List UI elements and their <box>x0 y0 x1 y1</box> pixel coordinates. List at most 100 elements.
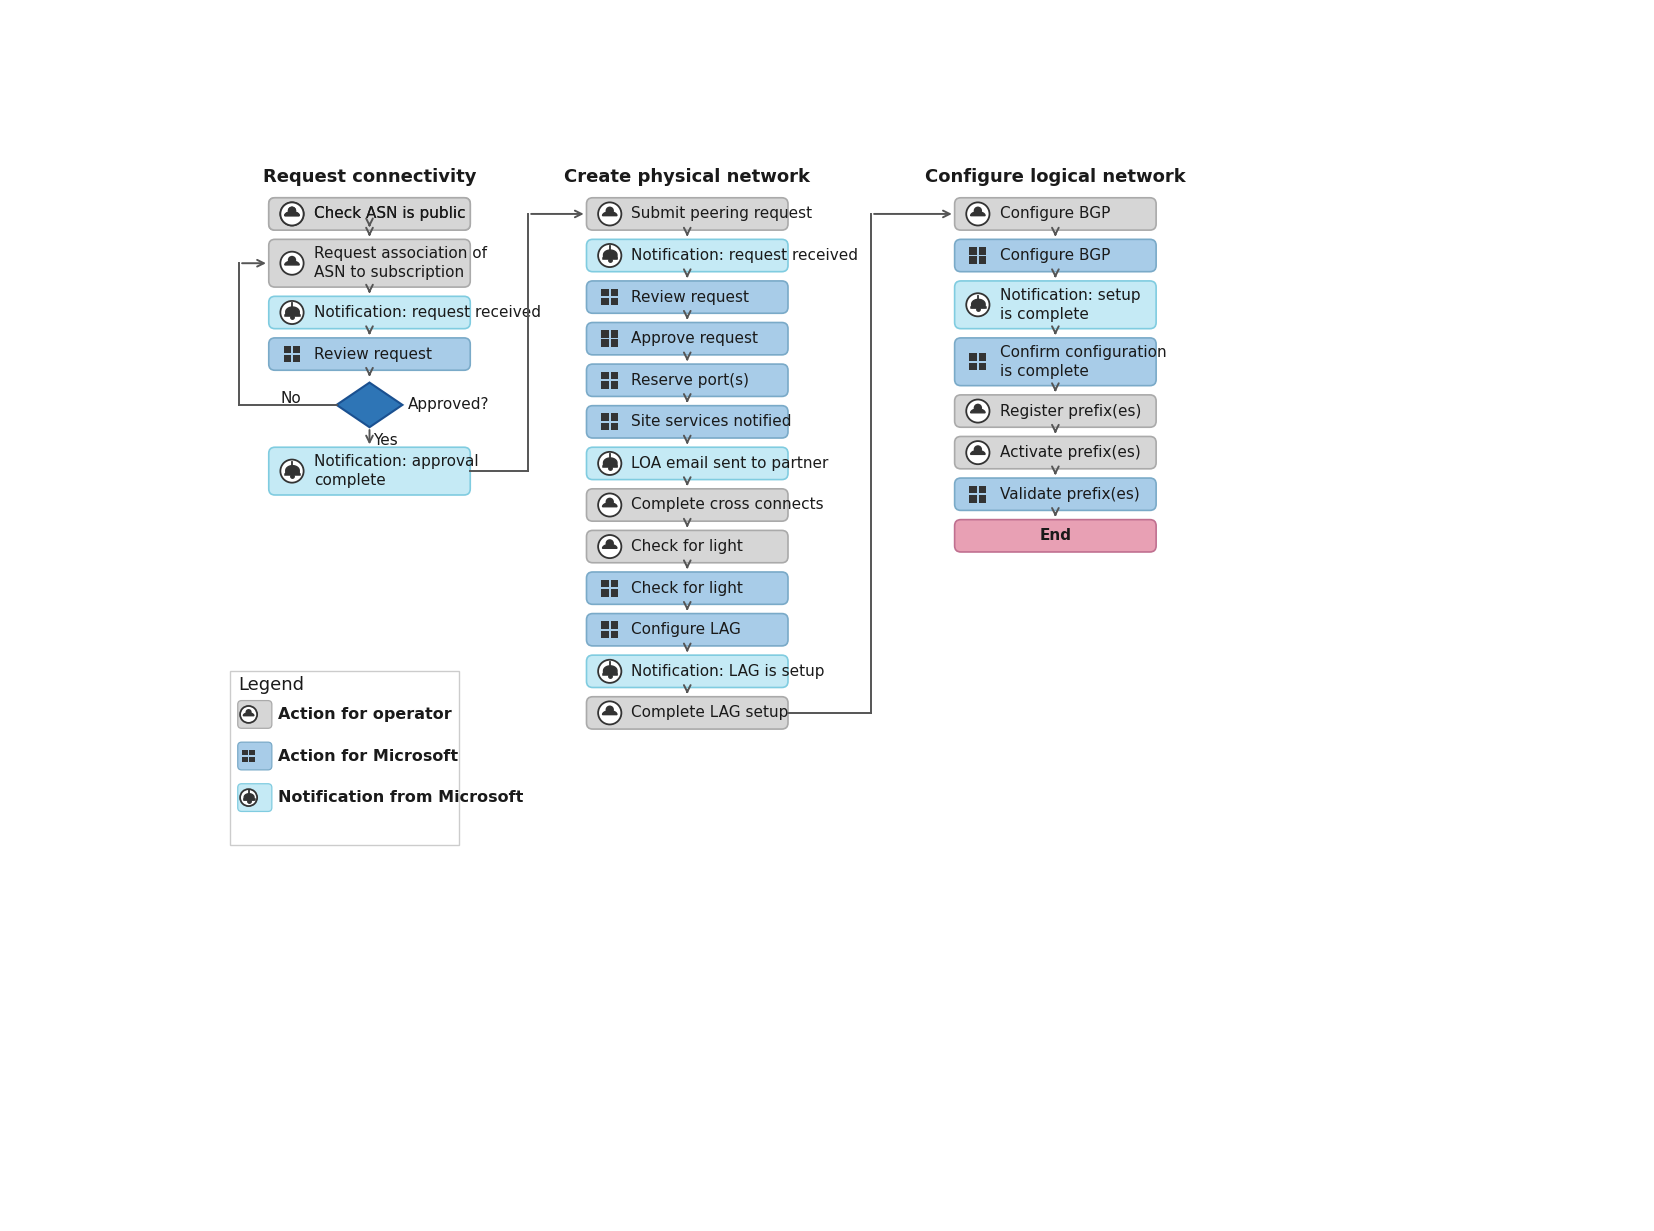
Text: Action for Microsoft: Action for Microsoft <box>278 748 458 763</box>
Bar <box>610 622 619 629</box>
FancyBboxPatch shape <box>230 671 458 846</box>
Polygon shape <box>971 409 986 412</box>
FancyBboxPatch shape <box>587 531 787 563</box>
Bar <box>610 630 619 638</box>
Bar <box>293 346 301 353</box>
Polygon shape <box>602 212 617 215</box>
Bar <box>602 630 609 638</box>
Circle shape <box>281 459 304 483</box>
Circle shape <box>599 202 622 225</box>
FancyBboxPatch shape <box>587 489 787 521</box>
FancyBboxPatch shape <box>954 281 1156 329</box>
Text: Configure BGP: Configure BGP <box>999 247 1110 263</box>
FancyBboxPatch shape <box>954 339 1156 385</box>
Text: Review request: Review request <box>314 347 432 362</box>
Bar <box>610 340 619 347</box>
Bar <box>602 414 609 421</box>
FancyBboxPatch shape <box>268 198 470 230</box>
Circle shape <box>966 400 989 422</box>
Circle shape <box>599 494 622 517</box>
Circle shape <box>966 293 989 316</box>
Text: Confirm configuration
is complete: Confirm configuration is complete <box>999 345 1166 379</box>
Text: Validate prefix(es): Validate prefix(es) <box>999 486 1140 502</box>
FancyBboxPatch shape <box>238 700 271 729</box>
Bar <box>283 355 291 362</box>
FancyBboxPatch shape <box>587 613 787 646</box>
Text: Notification: request received: Notification: request received <box>632 247 858 263</box>
Bar <box>243 750 248 756</box>
Bar <box>602 422 609 430</box>
Bar <box>969 495 978 502</box>
Polygon shape <box>243 713 253 715</box>
Polygon shape <box>602 710 617 715</box>
Text: Approved?: Approved? <box>409 398 490 412</box>
Circle shape <box>599 535 622 558</box>
Bar <box>979 363 986 371</box>
Bar <box>602 330 609 339</box>
Polygon shape <box>284 261 299 265</box>
Circle shape <box>281 202 304 225</box>
Circle shape <box>966 202 989 225</box>
Text: Notification: LAG is setup: Notification: LAG is setup <box>632 664 825 678</box>
Text: Action for operator: Action for operator <box>278 707 452 721</box>
Text: Notification: setup
is complete: Notification: setup is complete <box>999 288 1140 321</box>
Circle shape <box>605 497 614 506</box>
Circle shape <box>281 300 304 324</box>
Bar <box>610 330 619 339</box>
Text: End: End <box>1039 528 1072 543</box>
Circle shape <box>974 207 982 215</box>
Circle shape <box>599 702 622 725</box>
Circle shape <box>240 789 256 806</box>
Text: Notification: approval
complete: Notification: approval complete <box>314 454 478 487</box>
Bar <box>969 247 978 255</box>
Bar <box>602 298 609 305</box>
FancyBboxPatch shape <box>238 742 271 769</box>
Bar <box>979 256 986 263</box>
Text: Configure logical network: Configure logical network <box>925 167 1186 186</box>
FancyBboxPatch shape <box>268 297 470 329</box>
Bar <box>979 495 986 502</box>
Bar <box>602 588 609 597</box>
FancyBboxPatch shape <box>268 339 470 371</box>
Text: Site services notified: Site services notified <box>632 415 792 430</box>
Text: Check ASN is public: Check ASN is public <box>314 207 465 222</box>
Circle shape <box>288 207 296 215</box>
Circle shape <box>599 452 622 475</box>
Bar <box>969 363 978 371</box>
Polygon shape <box>971 212 986 215</box>
Bar <box>602 289 609 297</box>
Text: Register prefix(es): Register prefix(es) <box>999 404 1141 419</box>
Polygon shape <box>284 212 299 215</box>
Bar <box>610 588 619 597</box>
Circle shape <box>974 446 982 453</box>
Bar <box>610 580 619 587</box>
Text: Check for light: Check for light <box>632 581 743 596</box>
Text: Reserve port(s): Reserve port(s) <box>632 373 749 388</box>
Bar <box>602 622 609 629</box>
FancyBboxPatch shape <box>954 239 1156 272</box>
Text: Legend: Legend <box>238 676 304 694</box>
Bar <box>293 355 301 362</box>
Bar <box>250 757 255 762</box>
Text: Notification from Microsoft: Notification from Microsoft <box>278 790 523 805</box>
Bar <box>602 372 609 379</box>
Circle shape <box>288 207 296 215</box>
Text: Yes: Yes <box>374 433 399 448</box>
Bar <box>969 353 978 361</box>
Circle shape <box>605 207 614 215</box>
FancyBboxPatch shape <box>587 697 787 729</box>
Text: Configure LAG: Configure LAG <box>632 622 741 638</box>
FancyBboxPatch shape <box>238 784 271 811</box>
Polygon shape <box>602 544 617 548</box>
Bar <box>969 486 978 494</box>
Text: Request association of
ASN to subscription: Request association of ASN to subscripti… <box>314 246 486 279</box>
Bar <box>610 372 619 379</box>
FancyBboxPatch shape <box>954 437 1156 469</box>
Circle shape <box>288 256 296 265</box>
Bar <box>610 289 619 297</box>
Text: Complete LAG setup: Complete LAG setup <box>632 705 789 720</box>
Text: LOA email sent to partner: LOA email sent to partner <box>632 455 829 471</box>
Bar <box>979 247 986 255</box>
Bar <box>602 382 609 389</box>
Text: Notification: request received: Notification: request received <box>314 305 541 320</box>
